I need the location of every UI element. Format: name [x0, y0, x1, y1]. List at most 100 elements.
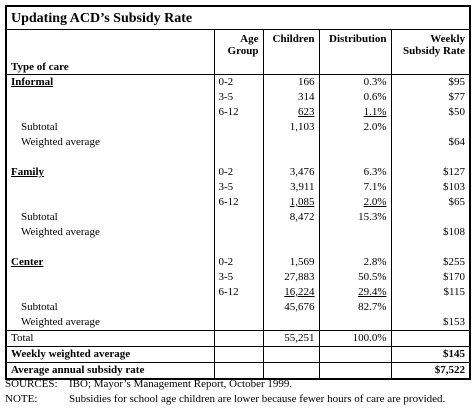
- table-cell: [318, 135, 391, 150]
- table-cell: $77: [390, 90, 471, 105]
- table-cell: [390, 210, 471, 225]
- annual-row: Average annual subsidy rate $7,522: [6, 362, 471, 379]
- table-cell: [213, 346, 263, 363]
- weekly-row: Weekly weighted average $145: [6, 346, 471, 363]
- table-cell: Informal: [11, 76, 54, 88]
- table-cell: Subtotal: [21, 121, 58, 133]
- cell-text: 29.4%: [358, 286, 387, 298]
- table-cell: [213, 315, 263, 331]
- table-cell: 1,103: [262, 120, 319, 135]
- table-cell: 50.5%: [318, 270, 391, 285]
- table-cell: $64: [390, 135, 471, 150]
- cell-text: 3,476: [289, 166, 315, 178]
- table-cell: [262, 150, 319, 165]
- header-cell: Weekly Subsidy Rate: [390, 29, 471, 75]
- table-cell: 6-12: [213, 285, 263, 300]
- note-line: SOURCES: IBO; Mayor’s Management Report, …: [5, 377, 471, 392]
- table-cell: 1.1%: [318, 105, 391, 120]
- cell-text: 2.0%: [363, 196, 387, 208]
- table-cell: 6.3%: [318, 165, 391, 180]
- table-cell: Weekly weighted average: [6, 346, 214, 363]
- data-row: Informal 0-2 166 0.3% $95: [6, 74, 471, 90]
- header-row: Type of care Age Group Children Distribu…: [6, 29, 471, 75]
- table-cell: [6, 90, 214, 105]
- table-cell: 29.4%: [318, 285, 391, 300]
- table-cell: [262, 135, 319, 150]
- data-row: Family 0-2 3,476 6.3% $127: [6, 165, 471, 180]
- table-cell: 2.0%: [318, 195, 391, 210]
- table-cell: $170: [390, 270, 471, 285]
- header-text: Type of care: [11, 61, 69, 73]
- data-row: 6-12 623 1.1% $50: [6, 105, 471, 120]
- subtotal-row: Subtotal 45,676 82.7%: [6, 300, 471, 315]
- header-cell: Children: [262, 29, 319, 75]
- data-row: 3-5 27,883 50.5% $170: [6, 270, 471, 285]
- cell-text: 166: [298, 76, 315, 88]
- table-cell: $108: [390, 225, 471, 240]
- table-cell: [6, 150, 214, 165]
- cell-text: 16,224: [284, 286, 315, 298]
- weighted-row: Weighted average $153: [6, 315, 471, 331]
- data-row: Center 0-2 1,569 2.8% $255: [6, 255, 471, 270]
- subtotal-row: Subtotal 1,103 2.0%: [6, 120, 471, 135]
- table-cell: [6, 270, 214, 285]
- cell-text: 623: [298, 106, 315, 118]
- table-cell: [6, 240, 214, 255]
- table-cell: [213, 362, 263, 379]
- table-cell: [6, 105, 214, 120]
- table-cell: 6-12: [213, 105, 263, 120]
- table-cell: Subtotal: [21, 301, 58, 313]
- table-cell: [213, 210, 263, 225]
- header-cell: Type of care: [6, 29, 214, 75]
- subtotal-row: Subtotal 8,472 15.3%: [6, 210, 471, 225]
- table-cell: 6-12: [213, 195, 263, 210]
- table-cell: Weighted average: [21, 136, 100, 148]
- table-cell: Weighted average: [21, 316, 100, 328]
- table-cell: Weighted average: [21, 226, 100, 238]
- table-cell: 0.3%: [318, 74, 391, 90]
- table-title: Updating ACD’s Subsidy Rate: [6, 6, 471, 30]
- table-cell: $145: [390, 346, 471, 363]
- table-cell: 0-2: [213, 165, 263, 180]
- table-cell: 1,085: [262, 195, 319, 210]
- table-cell: $50: [390, 105, 471, 120]
- table-cell: 3-5: [213, 90, 263, 105]
- cell-text: 1,085: [289, 196, 315, 208]
- table-cell: $103: [390, 180, 471, 195]
- weighted-row: Weighted average $64: [6, 135, 471, 150]
- table-cell: 27,883: [262, 270, 319, 285]
- table-cell: 0-2: [213, 74, 263, 90]
- table-body: Updating ACD’s Subsidy Rate Type of care…: [6, 6, 471, 379]
- header-cell: Age Group: [213, 29, 263, 75]
- table-cell: 2.8%: [318, 255, 391, 270]
- table-cell: 3-5: [213, 180, 263, 195]
- cell-text: 50.5%: [358, 271, 387, 283]
- table-cell: [262, 240, 319, 255]
- table-cell: Family: [11, 166, 44, 178]
- table-cell: 314: [262, 90, 319, 105]
- table-cell: $65: [390, 195, 471, 210]
- table-cell: $153: [390, 315, 471, 331]
- table-cell: [213, 240, 263, 255]
- cell-text: 0.6%: [363, 91, 387, 103]
- table-cell: $255: [390, 255, 471, 270]
- table-cell: $95: [390, 74, 471, 90]
- table-cell: [390, 240, 471, 255]
- note-label: SOURCES:: [5, 378, 58, 390]
- table-cell: [318, 225, 391, 240]
- notes: SOURCES: IBO; Mayor’s Management Report, …: [5, 377, 471, 407]
- table-cell: [318, 150, 391, 165]
- table-cell: [262, 225, 319, 240]
- table-cell: 623: [262, 105, 319, 120]
- table-cell: 100.0%: [318, 330, 391, 347]
- subsidy-table: Updating ACD’s Subsidy Rate Type of care…: [5, 5, 472, 380]
- table-cell: [318, 346, 391, 363]
- table-cell: [390, 150, 471, 165]
- table-cell: [262, 315, 319, 331]
- table-cell: 166: [262, 74, 319, 90]
- table-cell: $127: [390, 165, 471, 180]
- table-cell: [6, 180, 214, 195]
- table-cell: 16,224: [262, 285, 319, 300]
- table-cell: [213, 120, 263, 135]
- spacer-row: [6, 150, 471, 165]
